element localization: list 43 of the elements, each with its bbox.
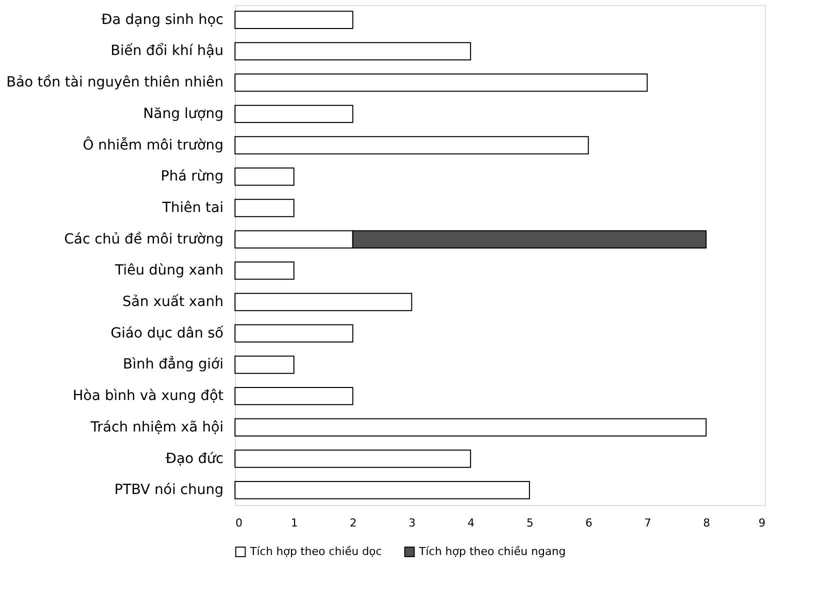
x-tick-label: 7 (644, 516, 652, 530)
bar (234, 356, 294, 374)
bar (234, 168, 294, 186)
y-tick-label: Ô nhiễm môi trường (82, 136, 224, 154)
bar (234, 104, 354, 124)
y-tick-label: Sản xuất xanh (122, 294, 224, 310)
bar (234, 292, 412, 312)
legend-label: Tích hợp theo chiều dọc (249, 544, 382, 558)
x-tick-label: 6 (585, 516, 592, 530)
bar (234, 450, 472, 468)
bar (234, 10, 354, 30)
legend-label: Tích hợp theo chiều ngang (418, 544, 566, 558)
x-tick-label: 4 (468, 516, 475, 530)
bar (234, 198, 294, 218)
bar (234, 73, 648, 92)
bar (234, 480, 530, 500)
y-tick-label: Bảo tồn tài nguyên thiên nhiên (6, 74, 224, 91)
y-tick-label: Trách nhiệm xã hội (90, 419, 224, 436)
y-tick-label: Phá rừng (160, 168, 224, 185)
y-tick-label: Đa dạng sinh học (101, 12, 224, 28)
y-tick-label: Các chủ đề môi trường (64, 231, 224, 248)
y-tick-label: Thiên tai (161, 200, 224, 216)
y-tick-label: Bình đẳng giới (122, 356, 224, 373)
bar (234, 42, 472, 60)
x-tick-label: 1 (290, 516, 298, 530)
bar (234, 386, 354, 406)
x-tick-label: 8 (703, 516, 710, 530)
x-tick-label: 2 (350, 516, 357, 530)
bar (234, 418, 707, 437)
bar (234, 136, 589, 154)
y-tick-label: Hòa bình và xung đột (72, 388, 224, 404)
x-tick-label: 9 (758, 516, 766, 530)
y-tick-label: Giáo dục dân số (110, 325, 224, 342)
y-tick-label: PTBV nói chung (114, 482, 224, 498)
x-tick-label: 3 (408, 516, 416, 530)
y-tick-label: Biến đổi khí hậu (110, 42, 224, 60)
y-tick-label: Đạo đức (166, 450, 224, 467)
x-tick-label: 0 (236, 516, 242, 530)
y-tick-label: Tiêu dùng xanh (114, 262, 224, 279)
y-tick-label: Năng lượng (143, 106, 224, 122)
bar (234, 324, 354, 342)
bar (234, 262, 294, 280)
x-tick-label: 5 (526, 516, 534, 530)
